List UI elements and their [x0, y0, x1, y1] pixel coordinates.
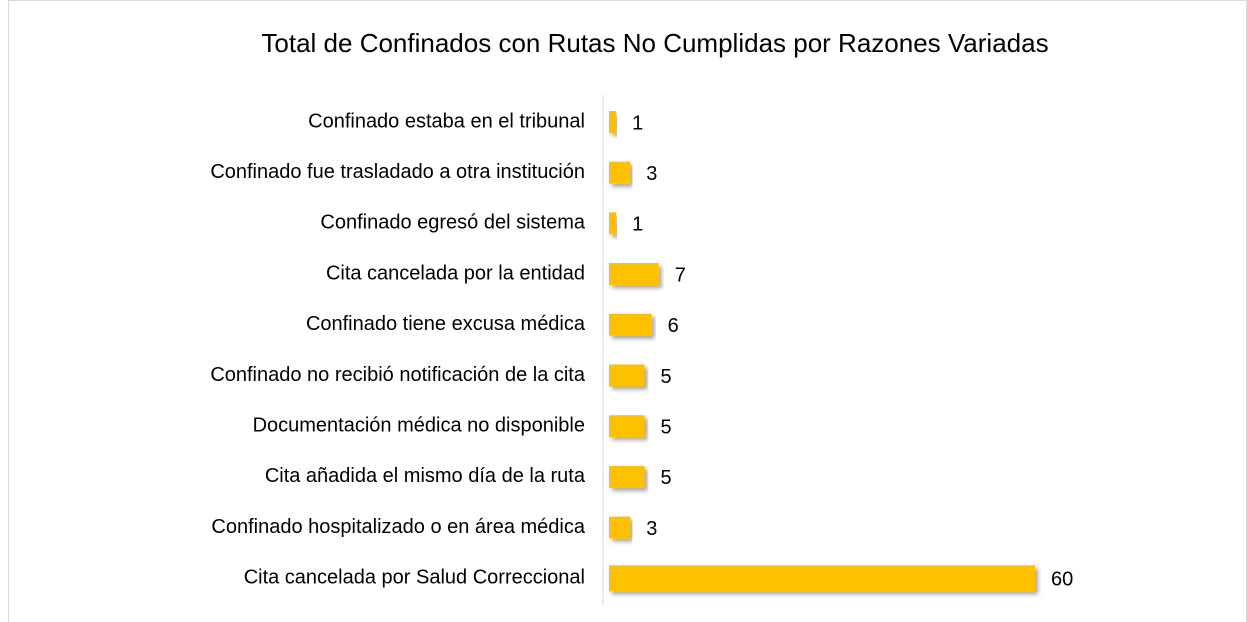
value-label: 6 — [668, 315, 679, 337]
value-label: 1 — [632, 214, 643, 236]
category-label: Confinado tiene excusa médica — [306, 313, 586, 335]
bar — [609, 111, 617, 133]
value-label: 1 — [632, 112, 643, 134]
value-label: 5 — [661, 416, 672, 438]
bar — [609, 212, 617, 235]
category-label: Documentación médica no disponible — [253, 414, 585, 436]
value-label: 5 — [661, 467, 672, 489]
category-label: Cita cancelada por Salud Correccional — [244, 567, 585, 589]
category-label: Confinado fue trasladado a otra instituc… — [210, 161, 585, 183]
value-label: 60 — [1051, 569, 1073, 591]
category-label: Confinado egresó del sistema — [320, 212, 585, 234]
bar — [609, 161, 631, 184]
category-label: Cita añadida el mismo día de la ruta — [265, 465, 586, 487]
bar — [609, 465, 645, 488]
bar — [609, 565, 1035, 592]
value-label: 3 — [646, 163, 657, 185]
chart-title: Total de Confinados con Rutas No Cumplid… — [261, 28, 1048, 58]
value-label: 3 — [646, 518, 657, 540]
category-label: Confinado no recibió notificación de la … — [210, 364, 586, 386]
value-label: 5 — [661, 366, 672, 388]
bar — [609, 263, 659, 286]
category-label: Confinado hospitalizado o en área médica — [211, 516, 585, 538]
category-label: Confinado estaba en el tribunal — [308, 110, 585, 132]
category-label: Cita cancelada por la entidad — [326, 262, 585, 284]
bar — [609, 415, 645, 438]
bar — [609, 516, 631, 539]
bar — [609, 313, 652, 336]
bar — [609, 364, 645, 387]
value-label: 7 — [675, 264, 686, 286]
